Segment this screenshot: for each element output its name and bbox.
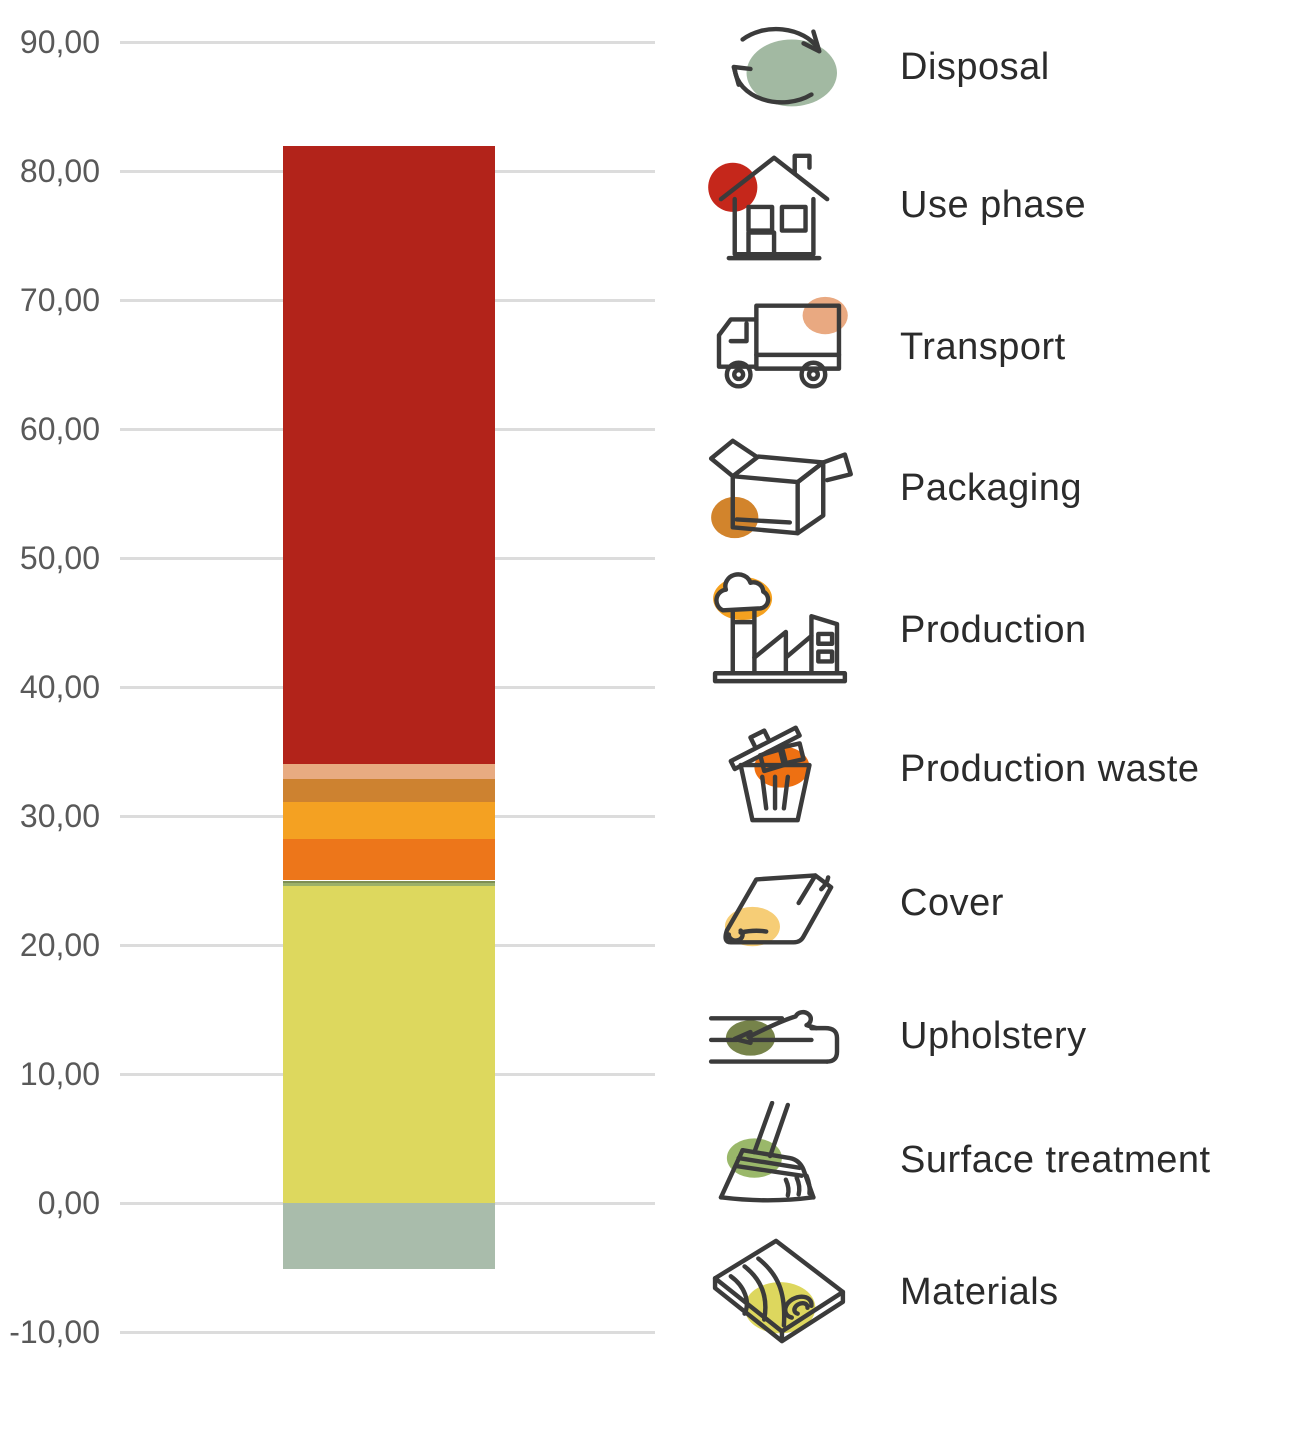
y-axis-tick-label: -10,00	[9, 1314, 100, 1350]
legend-label: Disposal	[900, 45, 1050, 88]
legend-label: Packaging	[900, 466, 1082, 509]
legend-item-production-waste: Production waste	[692, 709, 1292, 829]
bar-segment-use-phase	[283, 146, 495, 765]
gridline	[120, 1330, 655, 1334]
truck-icon	[692, 287, 864, 407]
recycle-icon	[692, 7, 864, 127]
legend-item-disposal: Disposal	[692, 7, 1292, 127]
folded-cover-icon	[692, 843, 864, 963]
legend-item-production: Production	[692, 570, 1292, 690]
house-icon	[692, 145, 864, 265]
y-axis-tick-label: 80,00	[19, 153, 100, 189]
legend-item-cover: Cover	[692, 843, 1292, 963]
legend-item-surface-treatment: Surface treatment	[692, 1100, 1292, 1220]
bar-segment-disposal	[283, 1203, 495, 1269]
legend-item-packaging: Packaging	[692, 428, 1292, 548]
y-axis-tick-label: 30,00	[19, 798, 100, 834]
legend-label: Upholstery	[900, 1014, 1087, 1057]
legend-label: Production waste	[900, 747, 1200, 790]
bar-segment-production	[283, 801, 495, 840]
bar-segment-surface-treatment	[283, 883, 495, 886]
y-axis-tick-label: 0,00	[37, 1185, 100, 1221]
icon-blob	[724, 906, 780, 947]
y-axis-tick-label: 70,00	[19, 282, 100, 318]
y-axis-tick-label: 20,00	[19, 927, 100, 963]
legend-item-transport: Transport	[692, 287, 1292, 407]
y-axis-tick-label: 40,00	[19, 669, 100, 705]
bar-segment-production-waste	[283, 839, 495, 881]
legend-item-use-phase: Use phase	[692, 145, 1292, 265]
legend-label: Use phase	[900, 183, 1087, 226]
legend-label: Production	[900, 608, 1087, 651]
legend-item-upholstery: Upholstery	[692, 976, 1292, 1096]
legend-label: Materials	[900, 1270, 1059, 1313]
y-axis-tick-label: 10,00	[19, 1056, 100, 1092]
bar-segment-materials	[283, 885, 495, 1203]
chart-legend: Disposal Use phase	[692, 0, 1292, 1432]
factory-icon	[692, 570, 864, 690]
legend-label: Cover	[900, 881, 1004, 924]
wood-plank-icon	[692, 1232, 864, 1352]
bar-segment-packaging	[283, 778, 495, 802]
package-box-icon	[692, 428, 864, 548]
mattress-stitching-icon	[692, 976, 864, 1096]
trash-can-icon	[692, 709, 864, 829]
y-axis-tick-label: 90,00	[19, 24, 100, 60]
legend-item-materials: Materials	[692, 1232, 1292, 1352]
y-axis-tick-label: 60,00	[19, 411, 100, 447]
legend-label: Surface treatment	[900, 1138, 1211, 1181]
legend-label: Transport	[900, 325, 1066, 368]
gridline	[120, 40, 655, 44]
y-axis-tick-label: 50,00	[19, 540, 100, 576]
bar-segment-upholstery	[283, 880, 495, 884]
bar-segment-transport	[283, 764, 495, 779]
broom-icon	[692, 1100, 864, 1220]
icon-blob	[746, 39, 837, 107]
